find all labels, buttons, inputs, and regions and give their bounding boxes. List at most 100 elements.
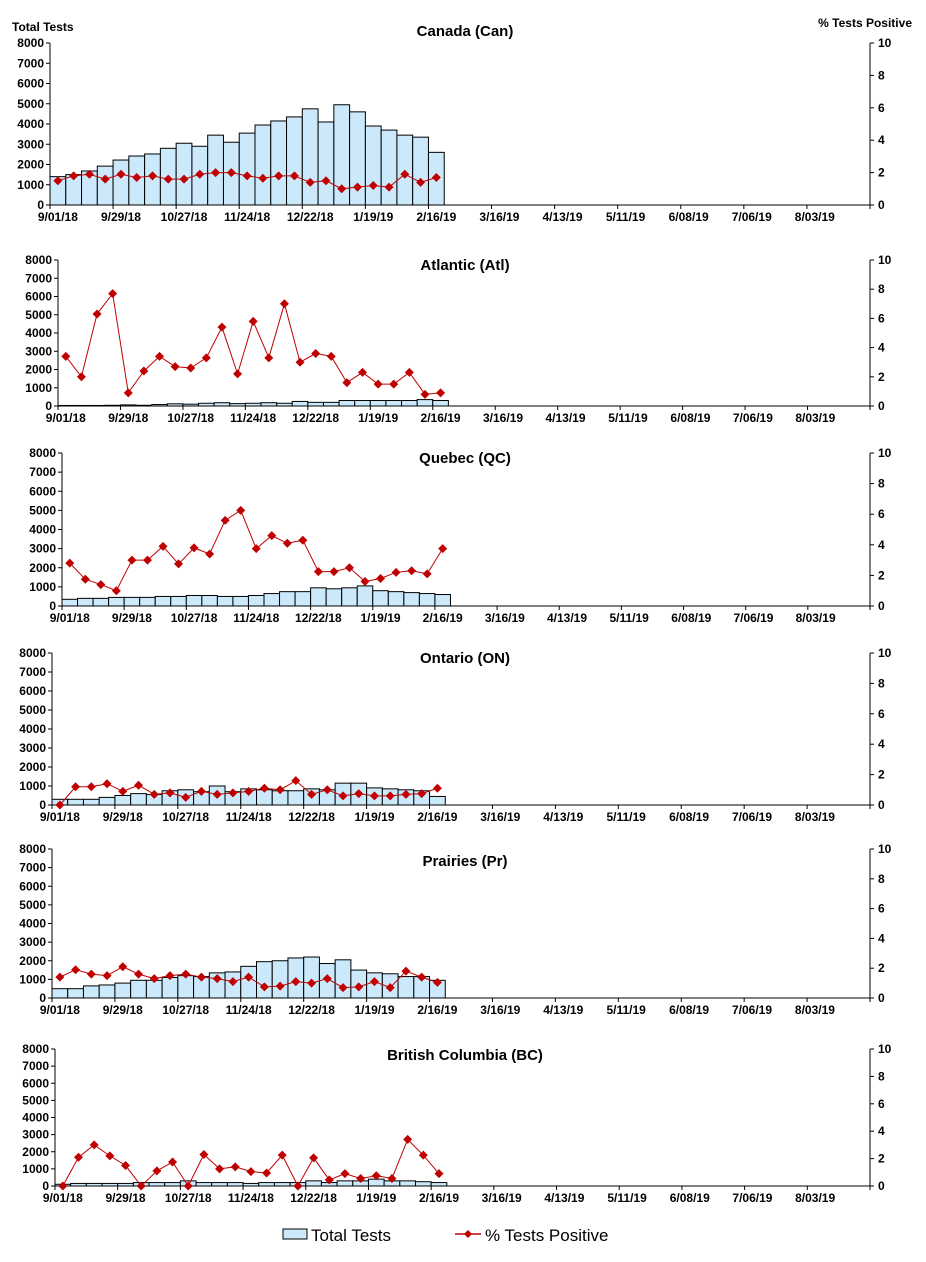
bar-total-tests [61, 598, 79, 607]
pct-positive-marker [324, 1175, 334, 1185]
pct-positive-marker [259, 783, 269, 793]
legend-pct-positive: % Tests Positive [485, 1226, 608, 1245]
bar-total-tests [67, 798, 84, 806]
pct-positive-marker [436, 388, 446, 398]
bar-total-tests [364, 125, 382, 206]
bar-total-tests [416, 399, 434, 407]
pct-positive-marker [244, 972, 254, 982]
y-tick-label: 7000 [29, 465, 56, 479]
pct-positive-marker [311, 348, 321, 358]
bar-total-tests [130, 793, 147, 806]
pct-positive-marker [401, 966, 411, 976]
y-tick-label: 8000 [19, 842, 46, 856]
pct-positive-marker [189, 543, 199, 553]
pct-positive-marker [69, 171, 79, 181]
x-tick-label: 3/16/19 [485, 611, 525, 625]
bar-total-tests [325, 588, 343, 607]
x-tick-label: 6/08/19 [669, 810, 709, 824]
y-tick-label: 5000 [22, 1093, 49, 1107]
pct-positive-marker [244, 786, 254, 796]
pct-positive-marker [71, 965, 81, 975]
panel-title: British Columbia (BC) [387, 1047, 543, 1064]
y2-tick-label: 8 [878, 872, 885, 886]
pct-positive-marker [401, 789, 411, 799]
bar-total-tests [429, 795, 446, 806]
y-tick-label: 2000 [19, 954, 46, 968]
y2-tick-label: 10 [878, 253, 892, 267]
bar-total-tests [432, 400, 449, 407]
pct-positive-marker [274, 171, 284, 181]
y-tick-label: 1000 [17, 178, 44, 192]
pct-positive-marker [230, 1162, 240, 1172]
bar-total-tests [82, 985, 100, 999]
bar-total-tests [123, 596, 141, 607]
pct-positive-marker [71, 782, 81, 792]
pct-positive-marker [376, 573, 386, 583]
pct-positive-marker [139, 366, 149, 376]
panel-title: Prairies (Pr) [422, 853, 507, 870]
pct-positive-marker [196, 972, 206, 982]
x-tick-label: 10/27/18 [162, 810, 209, 824]
pct-positive-marker [417, 789, 427, 799]
y2-tick-label: 2 [878, 768, 885, 782]
pct-positive-marker [86, 969, 96, 979]
x-tick-label: 10/27/18 [165, 1191, 212, 1205]
panel-1: Atlantic (Atl) 0 1000 2000 3000 4000 5000 6000 7… [25, 253, 891, 425]
pct-positive-marker [340, 1169, 350, 1179]
right-axis-label: % Tests Positive [818, 16, 912, 30]
y-tick-label: 8000 [19, 646, 46, 660]
pct-positive-marker [165, 788, 175, 798]
x-tick-label: 4/13/19 [547, 611, 587, 625]
y-tick-label: 0 [49, 599, 56, 613]
bar-total-tests [98, 796, 116, 806]
x-tick-label: 12/22/18 [287, 210, 334, 224]
bar-total-tests [317, 121, 335, 206]
pct-positive-marker [434, 1169, 444, 1179]
bar-total-tests [294, 591, 312, 607]
pct-positive-marker [55, 972, 65, 982]
pct-positive-marker [236, 505, 246, 515]
pct-positive-marker [228, 977, 238, 987]
y2-tick-label: 8 [878, 477, 885, 491]
y-tick-label: 6000 [25, 290, 52, 304]
y-tick-label: 1000 [29, 580, 56, 594]
x-tick-label: 6/08/19 [669, 210, 709, 224]
pct-positive-marker [212, 789, 222, 799]
bar-total-tests [286, 116, 303, 206]
bar-total-tests [161, 977, 179, 999]
bar-total-tests [216, 595, 234, 607]
pct-positive-marker [55, 800, 65, 810]
y2-tick-label: 0 [878, 798, 885, 812]
pct-positive-marker [149, 974, 159, 984]
pct-positive-marker [242, 171, 252, 181]
x-tick-label: 9/29/18 [106, 1191, 146, 1205]
x-tick-label: 5/11/19 [607, 1191, 647, 1205]
pct-positive-marker [279, 299, 289, 309]
y2-tick-label: 10 [878, 446, 892, 460]
y-tick-label: 5000 [19, 898, 46, 912]
left-axis-label: Total Tests [12, 20, 74, 34]
bar-total-tests [270, 120, 288, 206]
bar-total-tests [273, 1182, 291, 1187]
x-tick-label: 7/06/19 [732, 1003, 772, 1017]
pct-positive-marker [134, 780, 144, 790]
pct-positive-marker [418, 1150, 428, 1160]
pct-positive-marker [389, 379, 399, 389]
bar-total-tests [211, 1182, 228, 1187]
y2-tick-label: 8 [878, 68, 885, 82]
pct-positive-marker [136, 1181, 146, 1191]
pct-positive-marker [298, 535, 308, 545]
pct-positive-marker [89, 1140, 99, 1150]
bar-total-tests [258, 1182, 275, 1187]
y2-tick-label: 0 [878, 1179, 885, 1193]
x-tick-label: 11/24/18 [226, 1003, 272, 1017]
bar-total-tests [240, 965, 257, 999]
y-tick-label: 7000 [19, 861, 46, 875]
x-tick-label: 11/24/18 [224, 210, 270, 224]
y2-tick-label: 8 [878, 1069, 885, 1083]
bar-total-tests [387, 591, 405, 607]
y-tick-label: 0 [37, 198, 44, 212]
bar-total-tests [256, 961, 273, 999]
pct-positive-marker [76, 372, 86, 382]
y2-tick-label: 4 [878, 931, 885, 945]
